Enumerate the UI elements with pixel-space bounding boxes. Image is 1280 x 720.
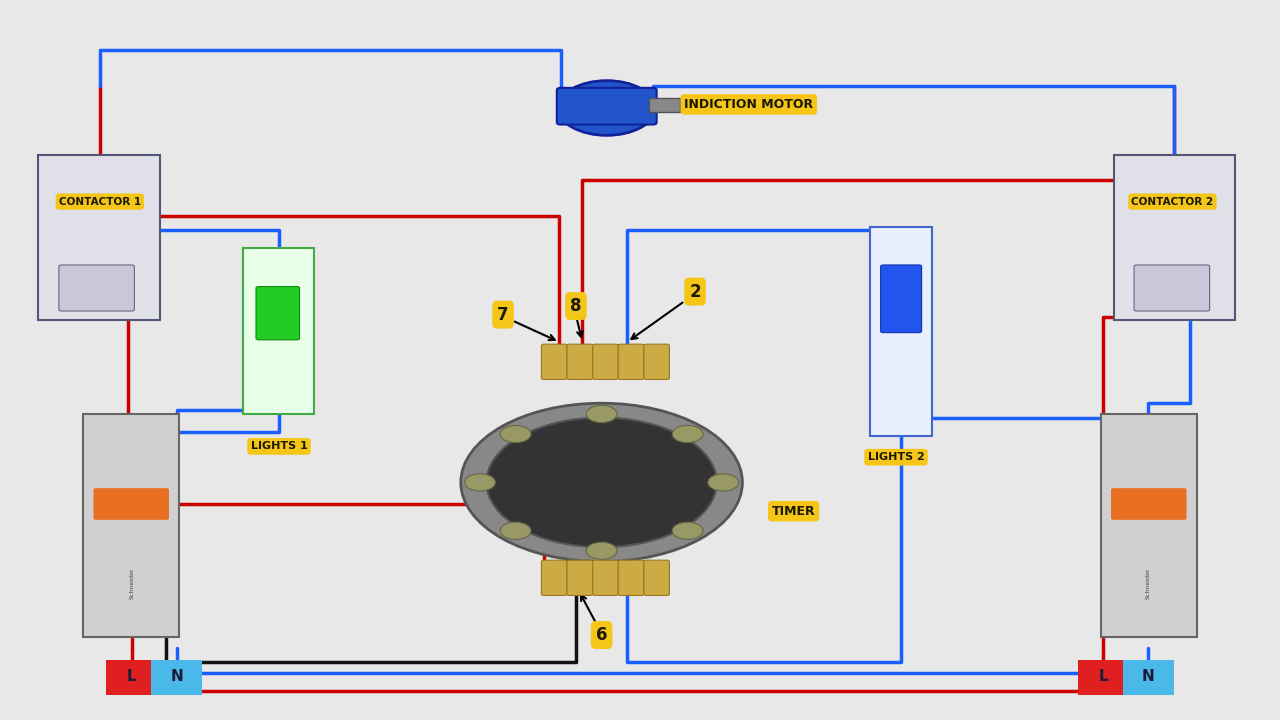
Text: N: N (1142, 670, 1155, 684)
Text: INDICTION MOTOR: INDICTION MOTOR (685, 98, 813, 111)
FancyBboxPatch shape (881, 265, 922, 333)
Text: 2: 2 (689, 283, 701, 301)
FancyBboxPatch shape (38, 155, 160, 320)
Text: Schneider: Schneider (129, 567, 134, 599)
FancyBboxPatch shape (593, 344, 618, 379)
FancyBboxPatch shape (567, 560, 593, 595)
FancyBboxPatch shape (1111, 488, 1187, 520)
FancyBboxPatch shape (649, 98, 680, 112)
FancyBboxPatch shape (83, 414, 179, 637)
Text: LIGHTS 1: LIGHTS 1 (251, 441, 307, 451)
FancyBboxPatch shape (256, 287, 300, 340)
FancyBboxPatch shape (243, 248, 314, 414)
FancyBboxPatch shape (106, 660, 157, 695)
FancyBboxPatch shape (618, 560, 644, 595)
FancyBboxPatch shape (870, 227, 932, 436)
Text: CONTACTOR 2: CONTACTOR 2 (1132, 197, 1213, 207)
Text: 7: 7 (497, 306, 509, 324)
FancyBboxPatch shape (644, 560, 669, 595)
Text: L: L (127, 670, 137, 684)
Circle shape (461, 403, 742, 562)
FancyBboxPatch shape (541, 344, 567, 379)
Circle shape (486, 418, 717, 547)
FancyBboxPatch shape (59, 265, 134, 311)
FancyBboxPatch shape (1123, 660, 1174, 695)
Text: Schneider: Schneider (1146, 567, 1151, 599)
Circle shape (586, 542, 617, 559)
FancyBboxPatch shape (1114, 155, 1235, 320)
Text: LIGHTS 2: LIGHTS 2 (868, 452, 924, 462)
Circle shape (586, 405, 617, 423)
FancyBboxPatch shape (1101, 414, 1197, 637)
FancyBboxPatch shape (541, 560, 567, 595)
FancyBboxPatch shape (1078, 660, 1129, 695)
Text: L: L (1098, 670, 1108, 684)
FancyBboxPatch shape (151, 660, 202, 695)
Circle shape (500, 426, 531, 443)
Circle shape (672, 522, 703, 539)
FancyBboxPatch shape (644, 344, 669, 379)
FancyBboxPatch shape (593, 560, 618, 595)
FancyBboxPatch shape (557, 88, 657, 125)
Circle shape (708, 474, 739, 491)
FancyBboxPatch shape (1134, 265, 1210, 311)
Circle shape (500, 522, 531, 539)
Circle shape (465, 474, 495, 491)
FancyBboxPatch shape (618, 344, 644, 379)
Text: 6: 6 (596, 626, 607, 644)
FancyBboxPatch shape (567, 344, 593, 379)
FancyBboxPatch shape (93, 488, 169, 520)
Text: N: N (170, 670, 183, 684)
Text: 8: 8 (571, 297, 581, 315)
Circle shape (672, 426, 703, 443)
Circle shape (558, 81, 655, 135)
Text: TIMER: TIMER (772, 505, 815, 518)
Text: CONTACTOR 1: CONTACTOR 1 (59, 197, 141, 207)
